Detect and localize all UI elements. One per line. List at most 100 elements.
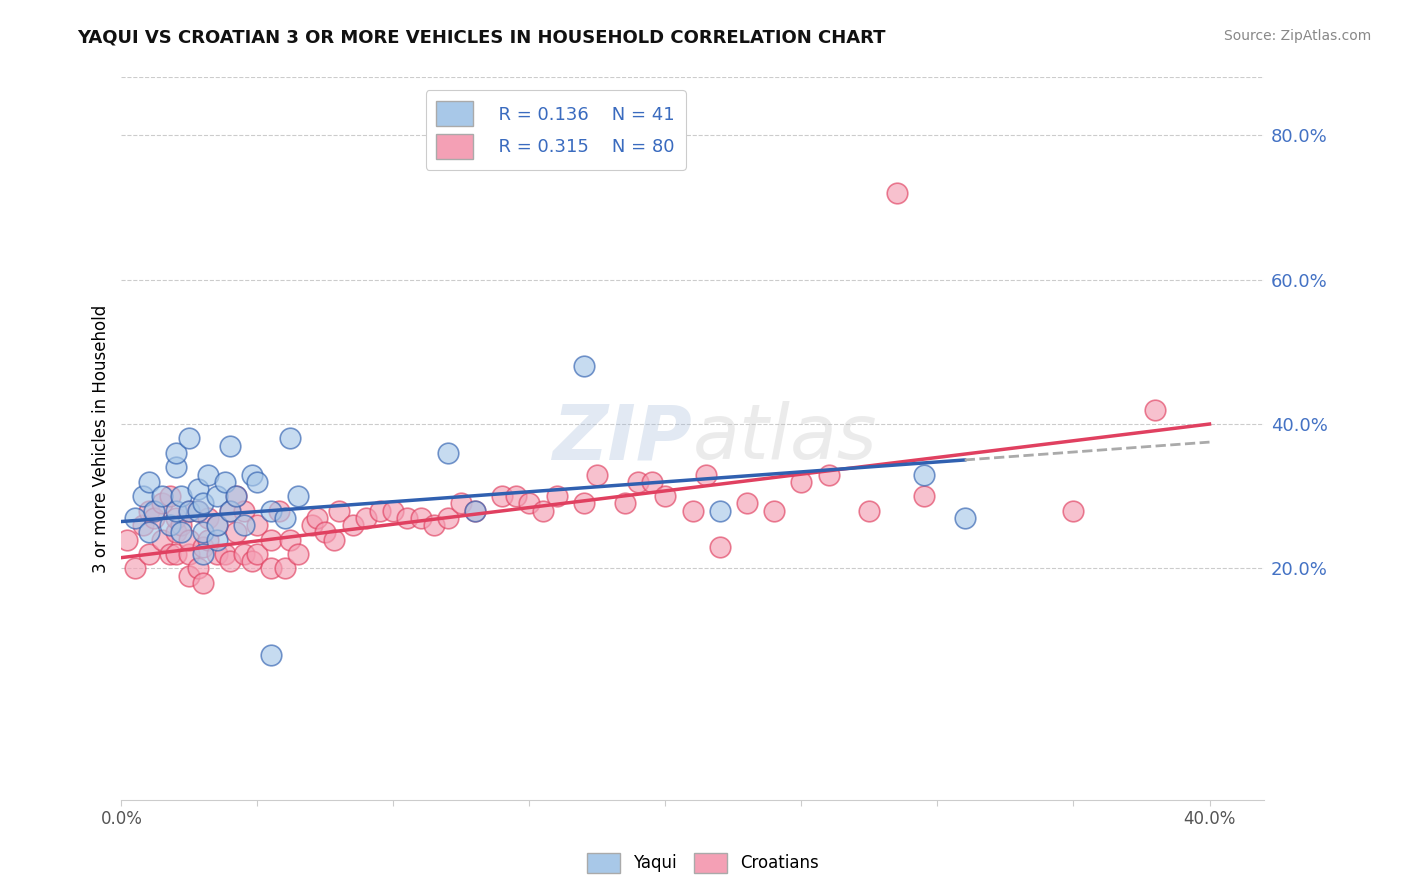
Point xyxy=(301,518,323,533)
Point xyxy=(354,511,377,525)
Point xyxy=(627,475,650,489)
Point xyxy=(886,186,908,200)
Point xyxy=(709,504,731,518)
Point xyxy=(322,533,344,547)
Point xyxy=(450,496,472,510)
Point xyxy=(205,533,228,547)
Point xyxy=(273,561,295,575)
Point xyxy=(232,547,254,561)
Point xyxy=(613,496,636,510)
Point xyxy=(260,561,283,575)
Point xyxy=(143,504,166,518)
Point xyxy=(641,475,664,489)
Point xyxy=(205,489,228,503)
Point xyxy=(260,504,283,518)
Point xyxy=(225,525,247,540)
Point xyxy=(519,496,541,510)
Point xyxy=(191,575,214,590)
Point xyxy=(225,489,247,503)
Point xyxy=(278,533,301,547)
Point xyxy=(187,561,209,575)
Point xyxy=(124,511,146,525)
Point xyxy=(191,540,214,554)
Text: Source: ZipAtlas.com: Source: ZipAtlas.com xyxy=(1223,29,1371,43)
Point xyxy=(912,489,935,503)
Point xyxy=(328,504,350,518)
Point xyxy=(817,467,839,482)
Point xyxy=(165,511,187,525)
Point xyxy=(219,504,242,518)
Point xyxy=(1063,504,1085,518)
Point xyxy=(409,511,432,525)
Point xyxy=(790,475,813,489)
Point xyxy=(682,504,704,518)
Point xyxy=(464,504,486,518)
Point xyxy=(273,511,295,525)
Point xyxy=(240,554,263,568)
Point xyxy=(505,489,527,503)
Point xyxy=(191,547,214,561)
Point xyxy=(232,504,254,518)
Point xyxy=(187,504,209,518)
Point xyxy=(546,489,568,503)
Point xyxy=(170,525,193,540)
Point xyxy=(246,518,269,533)
Point xyxy=(165,547,187,561)
Point xyxy=(735,496,758,510)
Point xyxy=(214,547,236,561)
Point xyxy=(307,511,329,525)
Point xyxy=(205,547,228,561)
Point xyxy=(197,467,219,482)
Point xyxy=(197,511,219,525)
Point xyxy=(187,482,209,496)
Point xyxy=(214,475,236,489)
Point xyxy=(179,504,201,518)
Point xyxy=(159,489,181,503)
Point xyxy=(287,547,309,561)
Point xyxy=(240,467,263,482)
Legend: Yaqui, Croatians: Yaqui, Croatians xyxy=(581,847,825,880)
Point xyxy=(572,359,595,374)
Point xyxy=(695,467,717,482)
Point xyxy=(179,533,201,547)
Point xyxy=(491,489,513,503)
Point xyxy=(219,439,242,453)
Point xyxy=(382,504,405,518)
Point xyxy=(150,496,173,510)
Text: YAQUI VS CROATIAN 3 OR MORE VEHICLES IN HOUSEHOLD CORRELATION CHART: YAQUI VS CROATIAN 3 OR MORE VEHICLES IN … xyxy=(77,29,886,46)
Point xyxy=(191,496,214,510)
Point xyxy=(159,547,181,561)
Point xyxy=(138,547,160,561)
Point xyxy=(437,511,460,525)
Point xyxy=(179,432,201,446)
Point xyxy=(246,475,269,489)
Point xyxy=(170,489,193,503)
Point xyxy=(165,504,187,518)
Point xyxy=(572,496,595,510)
Point xyxy=(197,533,219,547)
Point xyxy=(314,525,336,540)
Point xyxy=(464,504,486,518)
Point xyxy=(143,511,166,525)
Point xyxy=(159,518,181,533)
Point xyxy=(191,525,214,540)
Point xyxy=(138,525,160,540)
Point xyxy=(165,460,187,475)
Point xyxy=(179,568,201,582)
Point xyxy=(287,489,309,503)
Legend:   R = 0.136    N = 41,   R = 0.315    N = 80: R = 0.136 N = 41, R = 0.315 N = 80 xyxy=(426,90,686,170)
Point xyxy=(138,504,160,518)
Point xyxy=(586,467,609,482)
Point xyxy=(858,504,880,518)
Point xyxy=(219,504,242,518)
Point xyxy=(150,489,173,503)
Point xyxy=(531,504,554,518)
Point xyxy=(269,504,291,518)
Point xyxy=(1144,402,1167,417)
Y-axis label: 3 or more Vehicles in Household: 3 or more Vehicles in Household xyxy=(93,304,110,573)
Point xyxy=(179,547,201,561)
Point xyxy=(205,518,228,533)
Point xyxy=(953,511,976,525)
Point xyxy=(763,504,786,518)
Point xyxy=(170,518,193,533)
